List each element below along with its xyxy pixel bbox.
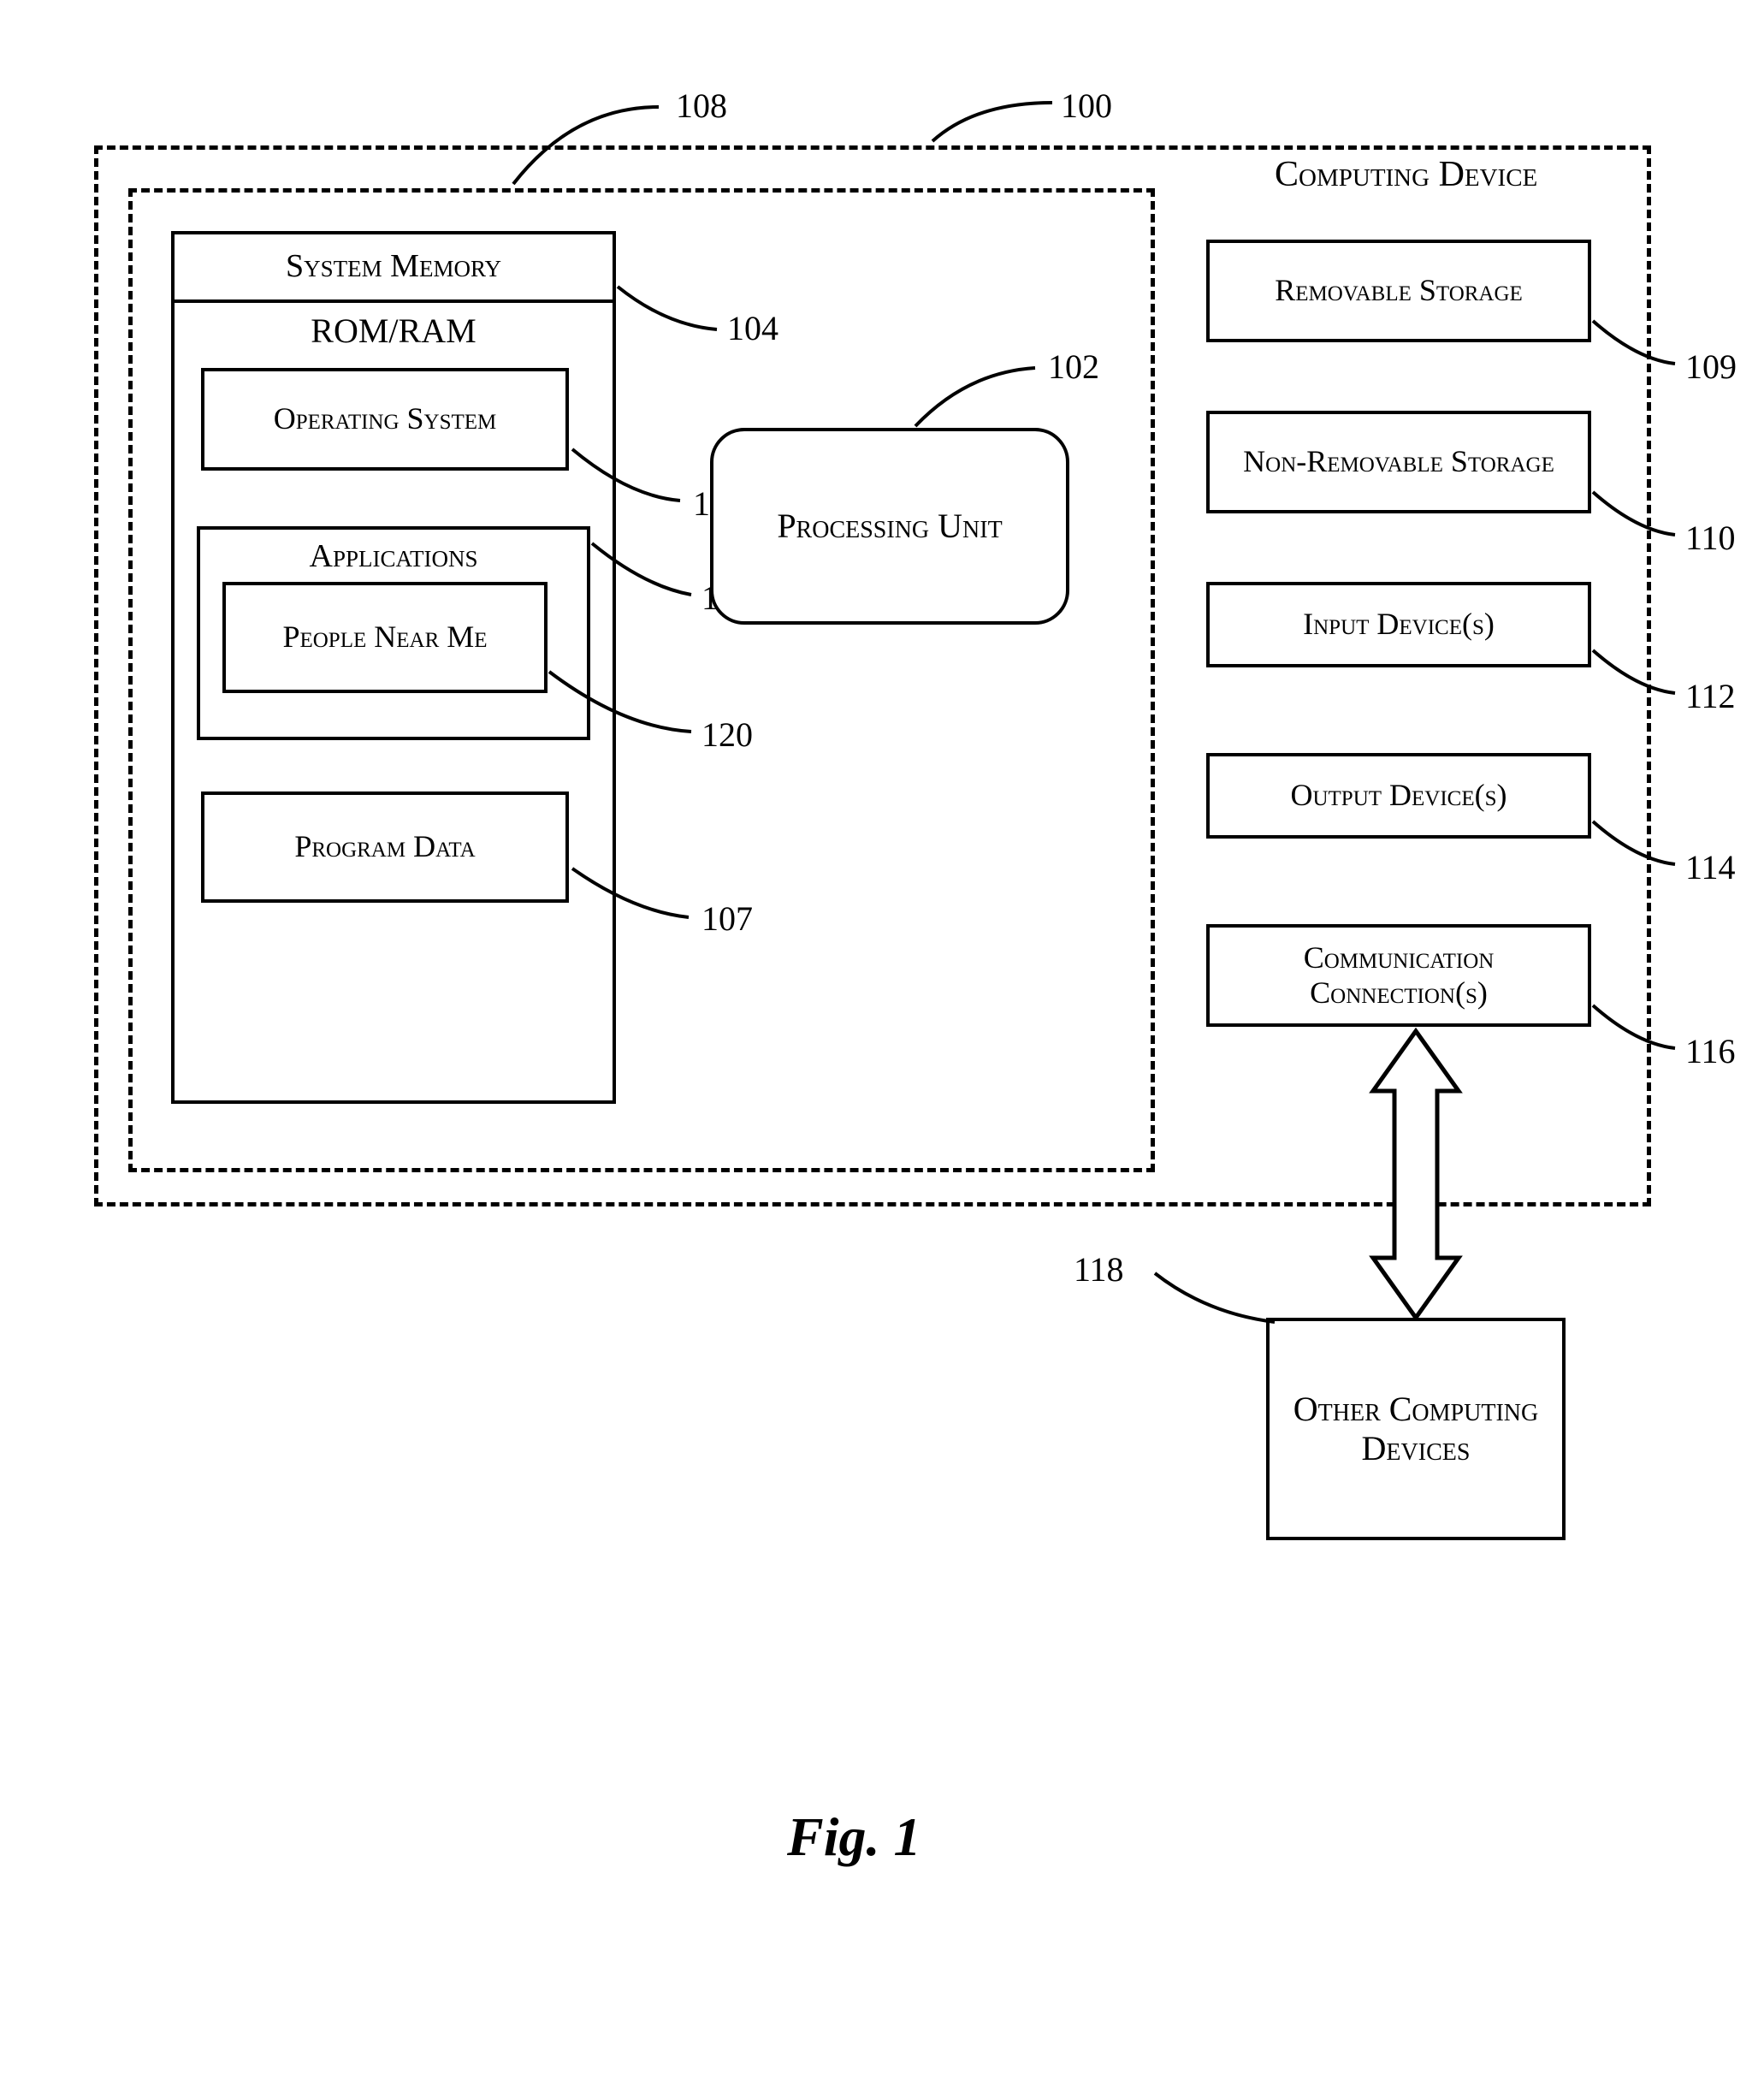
- leader-109: [1589, 317, 1684, 376]
- figure-caption: Fig. 1: [787, 1805, 920, 1869]
- ref-114: 114: [1685, 847, 1736, 887]
- ref-108: 108: [676, 86, 727, 126]
- ref-112: 112: [1685, 676, 1736, 716]
- ref-102: 102: [1048, 347, 1099, 387]
- leader-106: [589, 539, 700, 608]
- ref-104: 104: [727, 308, 778, 348]
- leader-108: [505, 94, 676, 197]
- program-data-box: Program Data: [201, 791, 569, 903]
- system-memory-header: System Memory: [175, 234, 613, 303]
- input-devices-box: Input Device(s): [1206, 582, 1591, 667]
- people-near-me-box: People Near Me: [222, 582, 548, 693]
- leader-120: [546, 667, 700, 744]
- rom-ram-label: ROM/RAM: [175, 311, 613, 351]
- computing-device-title: Computing Device: [1275, 154, 1537, 195]
- double-arrow-icon: [1364, 1031, 1467, 1322]
- comm-connections-box: Communication Connection(s): [1206, 924, 1591, 1027]
- ref-118: 118: [1074, 1249, 1124, 1289]
- leader-116: [1589, 1001, 1684, 1061]
- removable-storage-box: Removable Storage: [1206, 240, 1591, 342]
- operating-system-box: Operating System: [201, 368, 569, 471]
- ref-120: 120: [701, 714, 753, 755]
- leader-102: [907, 359, 1044, 436]
- leader-112: [1589, 646, 1684, 706]
- ref-100: 100: [1061, 86, 1112, 126]
- leader-105: [569, 445, 689, 513]
- ref-116: 116: [1685, 1031, 1736, 1071]
- processing-unit-box: Processing Unit: [710, 428, 1069, 625]
- leader-118: [1146, 1266, 1283, 1335]
- diagram-canvas: Computing Device 100 108 System Memory R…: [51, 51, 1711, 2019]
- ref-109: 109: [1685, 347, 1737, 387]
- other-computing-devices-box: Other Computing Devices: [1266, 1318, 1566, 1540]
- leader-110: [1589, 488, 1684, 548]
- leader-104: [614, 282, 725, 342]
- ref-107: 107: [701, 898, 753, 939]
- applications-header: Applications: [200, 538, 587, 576]
- leader-100: [924, 94, 1078, 154]
- output-devices-box: Output Device(s): [1206, 753, 1591, 839]
- leader-107: [569, 864, 697, 933]
- leader-114: [1589, 817, 1684, 877]
- ref-110: 110: [1685, 518, 1736, 558]
- nonremovable-storage-box: Non-Removable Storage: [1206, 411, 1591, 513]
